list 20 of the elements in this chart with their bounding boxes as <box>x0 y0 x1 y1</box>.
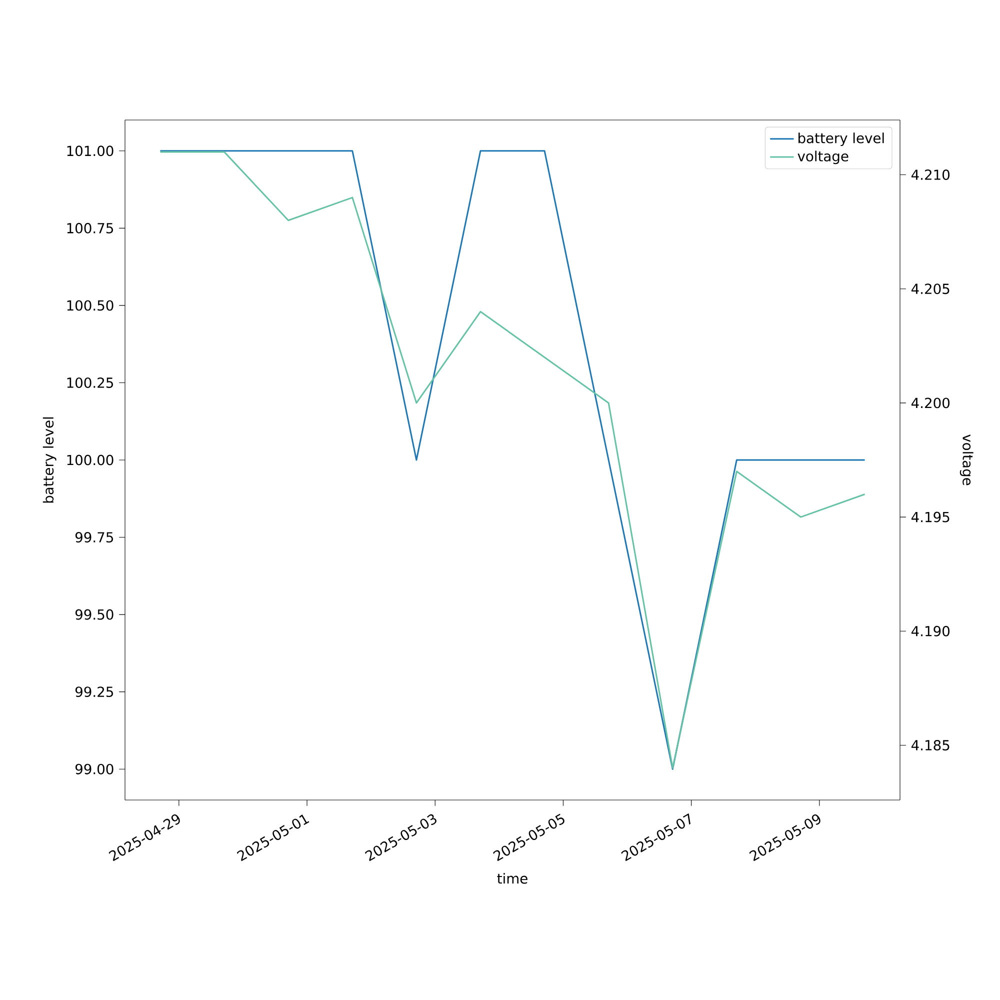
y-tick-label: 99.00 <box>75 764 114 774</box>
y-tick-label: 99.75 <box>75 532 113 542</box>
y-tick-label: 99.50 <box>75 609 114 620</box>
y-tick-label: 100.50 <box>67 300 114 311</box>
y2-axis-title: voltage <box>960 434 974 486</box>
y-axis-title: battery level <box>42 417 56 503</box>
y2-tick-label: 4.190 <box>911 626 950 636</box>
y2-tick-label: 4.200 <box>911 398 950 408</box>
legend-label: voltage <box>798 150 848 164</box>
y-tick-label: 100.00 <box>67 454 114 466</box>
y-tick-label: 101.00 <box>67 146 114 156</box>
y-tick-label: 99.25 <box>75 686 113 698</box>
y2-tick-label: 4.195 <box>911 512 950 522</box>
y2-tick-label: 4.205 <box>911 284 950 294</box>
legend-label: battery level <box>798 132 884 146</box>
y2-tick-label: 4.210 <box>911 170 950 180</box>
y-tick-label: 100.25 <box>67 377 113 388</box>
y-tick-label: 100.75 <box>67 222 113 234</box>
x-axis-title: time <box>497 873 528 884</box>
y2-tick-label: 4.185 <box>911 740 950 750</box>
